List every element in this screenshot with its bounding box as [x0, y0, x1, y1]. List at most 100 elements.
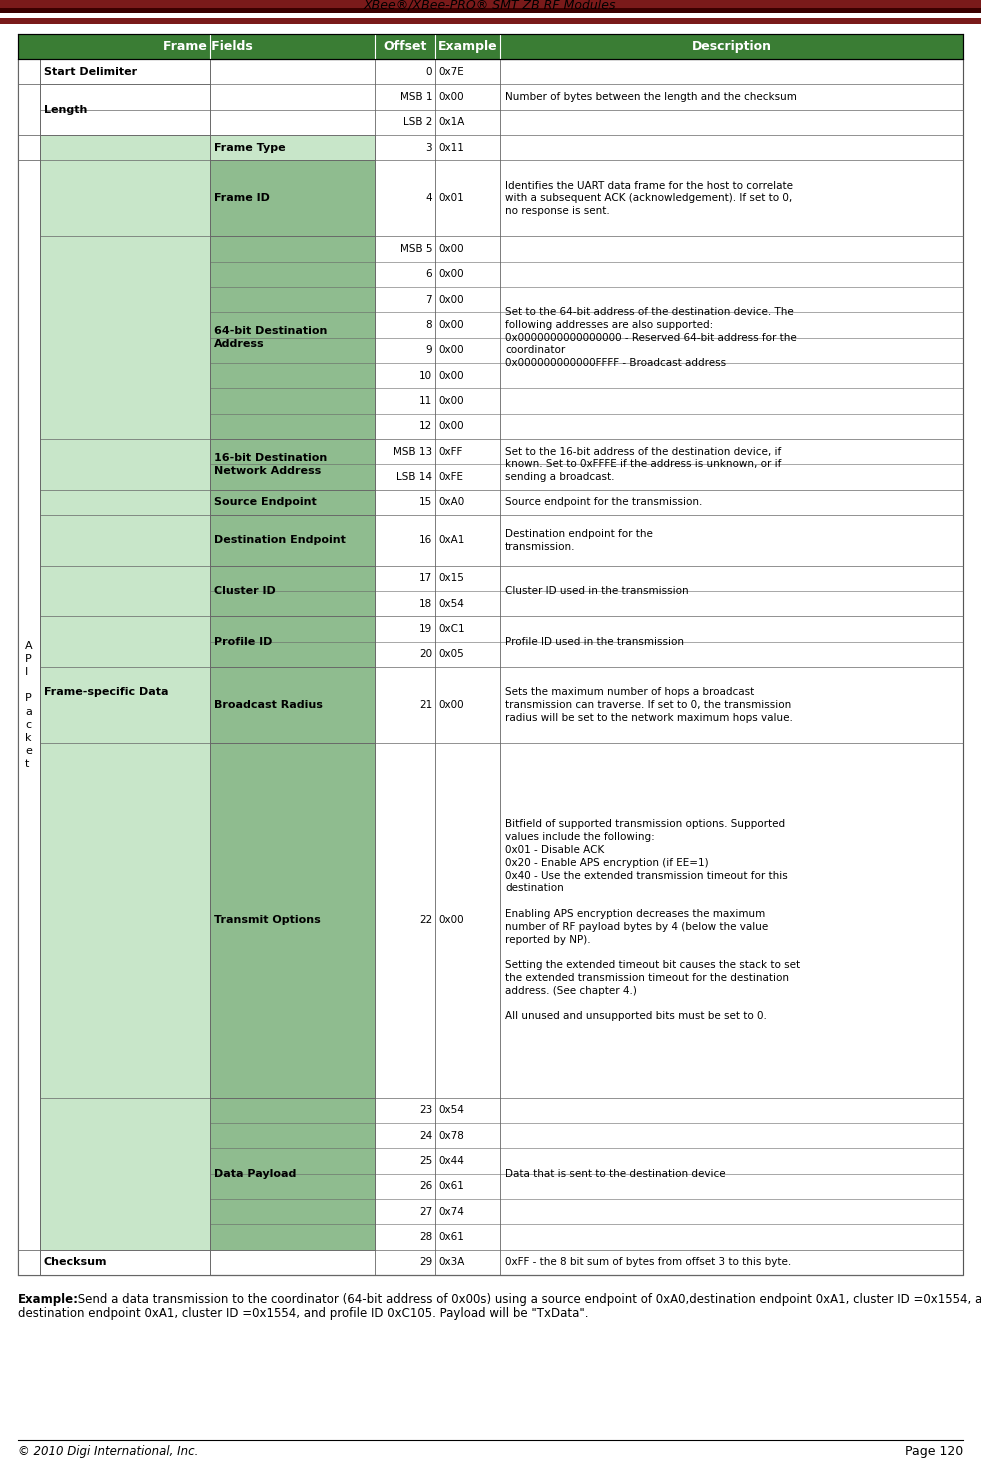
Bar [210, 516, 375, 565]
Bar [210, 236, 375, 440]
Text: 0x00: 0x00 [438, 916, 464, 926]
Text: Cluster ID used in the transmission: Cluster ID used in the transmission [505, 586, 689, 596]
Text: 3: 3 [426, 142, 432, 152]
Bar [40, 1250, 210, 1275]
Text: Frame ID: Frame ID [214, 193, 270, 204]
Text: 0xA0: 0xA0 [438, 497, 464, 507]
Text: Broadcast Radius: Broadcast Radius [214, 700, 323, 711]
Text: 24: 24 [419, 1131, 432, 1141]
Text: Bitfield of supported transmission options. Supported
values include the followi: Bitfield of supported transmission optio… [505, 819, 800, 1021]
Text: 26: 26 [419, 1181, 432, 1191]
Text: 0x74: 0x74 [438, 1207, 464, 1216]
Text: 12: 12 [419, 422, 432, 431]
Text: 16-bit Destination
Network Address: 16-bit Destination Network Address [214, 453, 328, 476]
Text: Data Payload: Data Payload [214, 1169, 296, 1179]
Text: 0x00: 0x00 [438, 294, 464, 305]
Text: 0x00: 0x00 [438, 346, 464, 356]
Text: Destination endpoint for the
transmission.: Destination endpoint for the transmissio… [505, 529, 653, 552]
Text: 16: 16 [419, 535, 432, 545]
Text: 19: 19 [419, 624, 432, 634]
Bar [210, 1097, 375, 1250]
Text: Send a data transmission to the coordinator (64-bit address of 0x00s) using a so: Send a data transmission to the coordina… [74, 1294, 981, 1305]
Bar [210, 565, 375, 617]
Text: 8: 8 [426, 319, 432, 330]
Text: Start Delimiter: Start Delimiter [44, 67, 137, 76]
Text: Profile ID: Profile ID [214, 637, 273, 646]
Text: 11: 11 [419, 396, 432, 406]
Text: 0x1A: 0x1A [438, 117, 464, 127]
Bar [18, 59, 40, 85]
Text: Cluster ID: Cluster ID [214, 586, 276, 596]
Text: 29: 29 [419, 1257, 432, 1267]
Bar [18, 85, 40, 135]
Text: 0x00: 0x00 [438, 700, 464, 711]
Text: 0x00: 0x00 [438, 270, 464, 280]
Text: 17: 17 [419, 573, 432, 583]
Bar [210, 160, 375, 236]
Text: destination endpoint 0xA1, cluster ID =0x1554, and profile ID 0xC105. Payload wi: destination endpoint 0xA1, cluster ID =0… [18, 1307, 589, 1320]
Text: MSB 5: MSB 5 [399, 245, 432, 253]
Bar [210, 489, 375, 516]
Text: Number of bytes between the length and the checksum: Number of bytes between the length and t… [505, 92, 797, 103]
Text: 10: 10 [419, 371, 432, 381]
Text: Offset: Offset [384, 40, 427, 53]
Text: 0xFE: 0xFE [438, 472, 463, 482]
Text: XBee®/XBee-PRO® SMT ZB RF Modules: XBee®/XBee-PRO® SMT ZB RF Modules [364, 0, 616, 12]
Text: 0x78: 0x78 [438, 1131, 464, 1141]
Text: 64-bit Destination
Address: 64-bit Destination Address [214, 327, 328, 349]
Bar [210, 135, 375, 160]
Bar [0, 18, 981, 23]
Text: 0x00: 0x00 [438, 92, 464, 103]
Text: 0x61: 0x61 [438, 1232, 464, 1242]
Text: 4: 4 [426, 193, 432, 204]
Bar [40, 59, 210, 85]
Text: Source Endpoint: Source Endpoint [214, 497, 317, 507]
Text: 0x7E: 0x7E [438, 67, 464, 76]
Text: 0x15: 0x15 [438, 573, 464, 583]
Text: Transmit Options: Transmit Options [214, 916, 321, 926]
Bar [210, 440, 375, 489]
Text: 27: 27 [419, 1207, 432, 1216]
Text: © 2010 Digi International, Inc.: © 2010 Digi International, Inc. [18, 1446, 198, 1459]
Text: Checksum: Checksum [44, 1257, 108, 1267]
Text: Data that is sent to the destination device: Data that is sent to the destination dev… [505, 1169, 726, 1179]
Text: 0x3A: 0x3A [438, 1257, 464, 1267]
Text: Identifies the UART data frame for the host to correlate
with a subsequent ACK (: Identifies the UART data frame for the h… [505, 180, 793, 217]
Bar [0, 0, 981, 7]
Text: Sets the maximum number of hops a broadcast
transmission can traverse. If set to: Sets the maximum number of hops a broadc… [505, 687, 793, 722]
Text: 0x11: 0x11 [438, 142, 464, 152]
Text: 0x54: 0x54 [438, 1105, 464, 1115]
Text: LSB 2: LSB 2 [402, 117, 432, 127]
Text: 21: 21 [419, 700, 432, 711]
Text: MSB 13: MSB 13 [392, 447, 432, 457]
Text: 0xA1: 0xA1 [438, 535, 464, 545]
Text: 22: 22 [419, 916, 432, 926]
Text: Length: Length [44, 104, 87, 114]
Text: Set to the 64-bit address of the destination device. The
following addresses are: Set to the 64-bit address of the destina… [505, 308, 797, 368]
Text: Example:: Example: [18, 1294, 79, 1305]
Text: 18: 18 [419, 599, 432, 608]
Text: Frame-specific Data: Frame-specific Data [44, 687, 169, 697]
Text: 0x01: 0x01 [438, 193, 464, 204]
Text: 6: 6 [426, 270, 432, 280]
Text: Example: Example [438, 40, 497, 53]
Text: 15: 15 [419, 497, 432, 507]
Text: Profile ID used in the transmission: Profile ID used in the transmission [505, 637, 684, 646]
Text: 25: 25 [419, 1156, 432, 1166]
Text: 0x54: 0x54 [438, 599, 464, 608]
Text: 0x00: 0x00 [438, 396, 464, 406]
Bar [18, 1250, 40, 1275]
Text: 0x00: 0x00 [438, 245, 464, 253]
Text: 0x05: 0x05 [438, 649, 464, 659]
Text: Destination Endpoint: Destination Endpoint [214, 535, 346, 545]
Text: Description: Description [692, 40, 771, 53]
Text: 0: 0 [426, 67, 432, 76]
Bar [0, 7, 981, 13]
Bar [18, 135, 40, 160]
Text: 0xC1: 0xC1 [438, 624, 465, 634]
Text: 0xFF: 0xFF [438, 447, 462, 457]
Text: 28: 28 [419, 1232, 432, 1242]
Text: 7: 7 [426, 294, 432, 305]
Text: 9: 9 [426, 346, 432, 356]
Text: 23: 23 [419, 1105, 432, 1115]
